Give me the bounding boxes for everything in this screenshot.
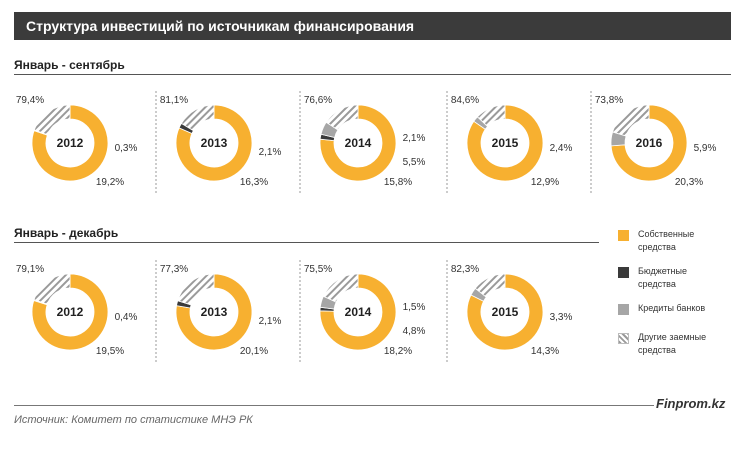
column-dividers <box>155 91 592 364</box>
donut-jan-sep-2016: 2016 73,8% 5,9% 20,3% <box>595 95 717 188</box>
value-label-own: 82,3% <box>451 264 479 275</box>
source-note: Источник: Комитет по статистике МНЭ РК <box>14 414 253 426</box>
section-rule-jan-sep <box>14 74 731 75</box>
value-label-own: 81,1% <box>160 95 188 106</box>
slice-own <box>31 273 109 351</box>
value-label-other: 19,5% <box>96 346 124 357</box>
value-label-own: 77,3% <box>160 264 188 275</box>
section-rule-jan-dec <box>14 242 599 243</box>
donut-jan-sep-2014: 2014 76,6% 2,1% 5,5% 15,8% <box>304 95 426 188</box>
donut-year-label: 2016 <box>636 136 663 150</box>
value-label-bank: 0,4% <box>115 312 138 323</box>
slice-own <box>466 273 544 351</box>
section-title-jan-dec: Январь - декабрь <box>14 226 119 240</box>
donut-year-label: 2013 <box>201 305 228 319</box>
slice-other <box>177 273 215 306</box>
section-title-jan-sep: Январь - сентябрь <box>14 58 125 72</box>
slice-own <box>175 273 253 351</box>
donut-year-label: 2015 <box>492 305 519 319</box>
value-label-own: 84,6% <box>451 95 479 106</box>
value-label-bank: 5,9% <box>694 143 717 154</box>
value-label-budget: 2,1% <box>403 133 426 144</box>
legend-label-own: Собственные средства <box>638 228 694 254</box>
donut-year-label: 2012 <box>57 305 84 319</box>
value-label-bank: 0,3% <box>115 143 138 154</box>
slice-other <box>474 273 506 298</box>
legend-label-own-line1: Собственные <box>638 229 695 239</box>
value-label-other: 14,3% <box>531 346 559 357</box>
slice-own <box>319 104 397 182</box>
legend-label-bank-line1: Кредиты банков <box>638 303 706 313</box>
value-label-own: 75,5% <box>304 264 332 275</box>
slice-other <box>476 104 506 128</box>
donut-jan-dec-2014: 2014 75,5% 1,5% 4,8% 18,2% <box>304 264 426 357</box>
value-label-own: 76,6% <box>304 95 332 106</box>
donut-jan-sep-2012: 2012 79,4% 0,3% 19,2% <box>16 95 138 188</box>
slice-own <box>31 104 109 182</box>
donut-jan-dec-2012: 2012 79,1% 0,4% 19,5% <box>16 264 138 357</box>
slice-own <box>175 104 253 182</box>
donut-jan-sep-2013: 2013 81,1% 2,1% 16,3% <box>160 95 282 188</box>
donut-year-label: 2014 <box>345 305 372 319</box>
legend-swatch-bank <box>618 304 629 315</box>
legend-label-bank: Кредиты банков <box>638 302 705 315</box>
legend-swatch-other <box>618 333 629 344</box>
slice-own <box>610 104 688 182</box>
value-label-bank: 5,5% <box>403 157 426 168</box>
value-label-other: 19,2% <box>96 177 124 188</box>
page-title: Структура инвестиций по источникам финан… <box>26 18 415 34</box>
donut-year-label: 2013 <box>201 136 228 150</box>
slice-other <box>612 104 650 137</box>
legend-label-other: Другие заемные средства <box>638 331 706 357</box>
title-bar: Структура инвестиций по источникам финан… <box>14 12 731 40</box>
legend-label-budget-line1: Бюджетные <box>638 266 688 276</box>
slice-other <box>322 273 359 303</box>
value-label-bank: 3,3% <box>550 312 573 323</box>
slice-other <box>180 104 215 132</box>
value-label-other: 20,3% <box>675 177 703 188</box>
donut-year-label: 2012 <box>57 136 84 150</box>
brand-logo: Finprom.kz <box>656 396 726 411</box>
footer-rule <box>14 405 654 406</box>
value-label-own: 73,8% <box>595 95 623 106</box>
slice-other <box>33 104 71 136</box>
value-label-budget: 1,5% <box>403 302 426 313</box>
value-label-bank: 2,4% <box>550 143 573 154</box>
slice-other <box>33 273 71 305</box>
legend-swatch-budget <box>618 267 629 278</box>
value-label-other: 20,1% <box>240 346 268 357</box>
value-label-other: 18,2% <box>384 346 412 357</box>
value-label-other: 12,9% <box>531 177 559 188</box>
legend-label-own-line2: средства <box>638 242 676 252</box>
donut-jan-dec-2015: 2015 82,3% 3,3% 14,3% <box>451 264 573 357</box>
value-label-budget: 2,1% <box>259 147 282 158</box>
legend-label-other-line1: Другие заемные <box>638 332 707 342</box>
value-label-own: 79,1% <box>16 264 44 275</box>
value-label-bank: 4,8% <box>403 326 426 337</box>
donut-jan-sep-2015: 2015 84,6% 2,4% 12,9% <box>451 95 573 188</box>
slice-own <box>319 273 397 351</box>
donuts-layer: 2012 79,4% 0,3% 19,2% 2013 81,1% 2,1% 16,3% 2014… <box>16 95 717 357</box>
donut-jan-dec-2013: 2013 77,3% 2,1% 20,1% <box>160 264 282 357</box>
legend-label-budget: Бюджетные средства <box>638 265 687 291</box>
donut-year-label: 2014 <box>345 136 372 150</box>
legend-label-other-line2: средства <box>638 345 676 355</box>
value-label-budget: 2,1% <box>259 316 282 327</box>
value-label-other: 16,3% <box>240 177 268 188</box>
legend-swatch-own <box>618 230 629 241</box>
value-label-other: 15,8% <box>384 177 412 188</box>
legend-label-budget-line2: средства <box>638 279 676 289</box>
value-label-own: 79,4% <box>16 95 44 106</box>
slice-other <box>325 104 359 131</box>
slice-own <box>466 104 544 182</box>
donut-year-label: 2015 <box>492 136 519 150</box>
